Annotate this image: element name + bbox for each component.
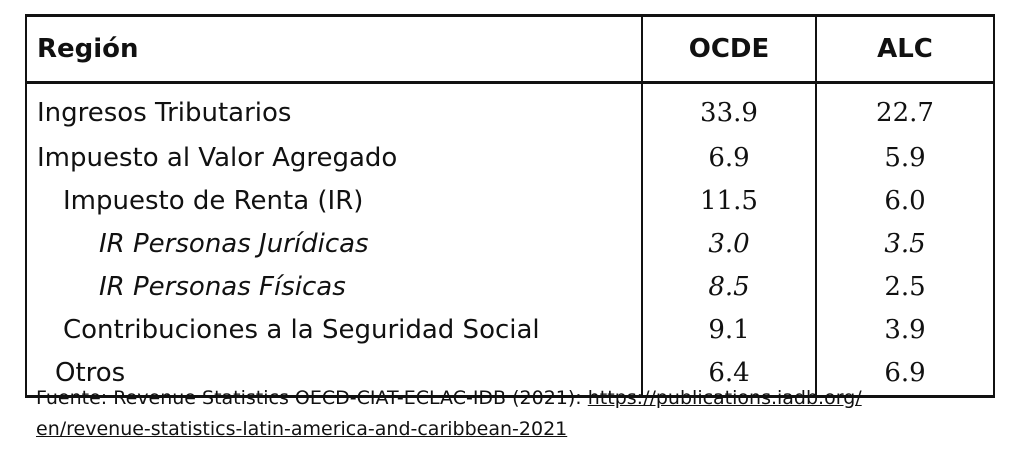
header-alc: ALC [815,14,995,84]
row-label: Impuesto al Valor Agregado [25,136,643,179]
row-ocde-value: 6.9 [641,136,817,179]
row-ocde-value: 9.1 [641,308,817,351]
row-alc-value: 2.5 [815,265,995,308]
revenue-table: Región OCDE ALC Ingresos Tributarios 33.… [25,14,995,398]
table-row: IR Personas Físicas 8.5 2.5 [25,265,995,308]
table-row: Ingresos Tributarios 33.9 22.7 [25,82,995,136]
header-ocde: OCDE [641,14,817,84]
table-row: Otros 6.4 6.9 [25,351,995,398]
table-row: Contribuciones a la Seguridad Social 9.1… [25,308,995,351]
source-note: Fuente: Revenue Statistics OECD-CIAT-ECL… [36,383,996,445]
row-label: Ingresos Tributarios [25,82,643,136]
row-label: Impuesto de Renta (IR) [25,179,643,222]
row-alc-value: 5.9 [815,136,995,179]
row-alc-value: 6.0 [815,179,995,222]
row-alc-value: 3.5 [815,222,995,265]
table-row: Impuesto al Valor Agregado 6.9 5.9 [25,136,995,179]
row-alc-value: 3.9 [815,308,995,351]
row-label: Contribuciones a la Seguridad Social [25,308,643,351]
table-row: IR Personas Jurídicas 3.0 3.5 [25,222,995,265]
source-prefix: Fuente: Revenue Statistics OECD-CIAT-ECL… [36,387,588,409]
row-alc-value: 22.7 [815,82,995,136]
row-ocde-value: 11.5 [641,179,817,222]
source-link-line2: en/revenue-statistics-latin-america-and-… [36,418,568,440]
table-row: Impuesto de Renta (IR) 11.5 6.0 [25,179,995,222]
header-region: Región [25,14,643,84]
row-alc-value: 6.9 [815,351,995,398]
row-label: IR Personas Jurídicas [25,222,643,265]
source-link[interactable]: https://publications.iadb.org/en/revenue… [36,387,862,440]
row-ocde-value: 6.4 [641,351,817,398]
row-label: IR Personas Físicas [25,265,643,308]
source-link-line1: https://publications.iadb.org/ [587,387,862,409]
table-header-row: Región OCDE ALC [25,14,995,84]
row-label: Otros [25,351,643,398]
revenue-table-container: Región OCDE ALC Ingresos Tributarios 33.… [25,14,995,398]
row-ocde-value: 8.5 [641,265,817,308]
row-ocde-value: 3.0 [641,222,817,265]
row-ocde-value: 33.9 [641,82,817,136]
